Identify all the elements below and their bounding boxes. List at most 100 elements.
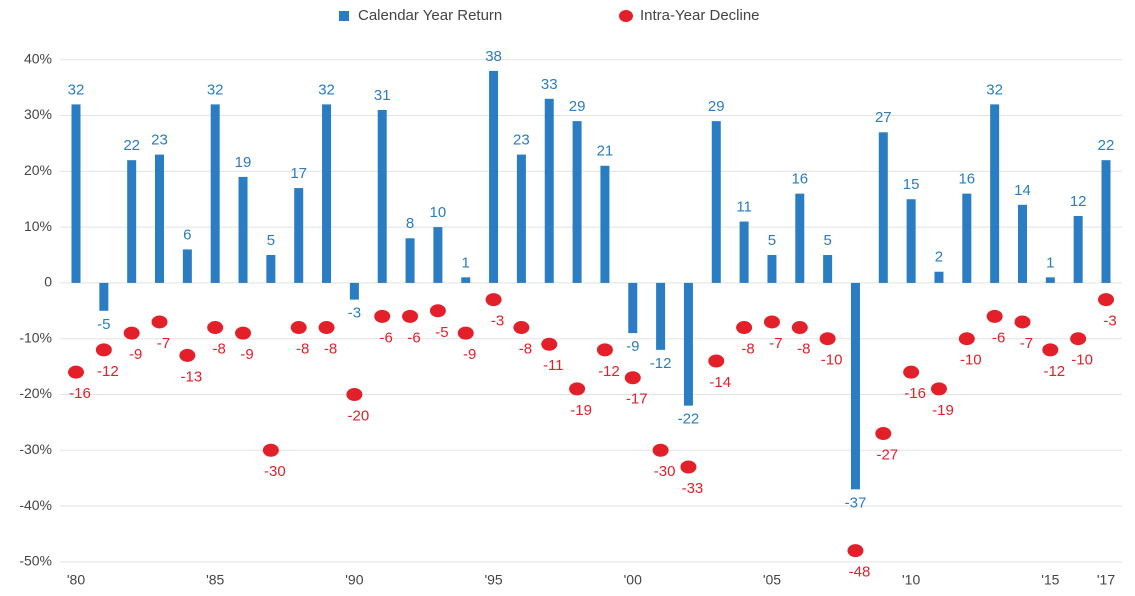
bar-value-label: 1 bbox=[1046, 254, 1054, 271]
x-tick-label: '00 bbox=[624, 572, 642, 588]
bar-value-label: 32 bbox=[68, 81, 85, 98]
bar bbox=[155, 154, 165, 283]
bar-value-label: 29 bbox=[708, 98, 725, 115]
bar-value-label: 15 bbox=[903, 176, 920, 193]
bar bbox=[322, 104, 332, 283]
dot bbox=[903, 365, 920, 379]
dot-value-label: -3 bbox=[491, 313, 504, 330]
bar-value-label: 12 bbox=[1070, 193, 1087, 210]
bar bbox=[990, 104, 1000, 283]
dot bbox=[736, 321, 753, 335]
bar bbox=[934, 271, 944, 283]
bar bbox=[266, 255, 276, 283]
dot-value-label: -7 bbox=[157, 335, 170, 352]
legend-label: Calendar Year Return bbox=[358, 7, 502, 24]
dot-value-label: -6 bbox=[380, 329, 393, 346]
bar-value-label: 27 bbox=[875, 109, 892, 126]
y-tick-label: 0 bbox=[44, 274, 52, 290]
legend-label: Intra-Year Decline bbox=[640, 7, 760, 24]
bar bbox=[1101, 160, 1111, 283]
bar bbox=[433, 227, 443, 283]
bar-value-label: -5 bbox=[97, 316, 110, 333]
y-tick-label: -30% bbox=[19, 441, 52, 457]
bar-value-label: -22 bbox=[678, 411, 700, 428]
dot-value-label: -9 bbox=[463, 346, 476, 363]
dot-value-label: -20 bbox=[348, 407, 370, 424]
bar bbox=[349, 282, 359, 300]
dot bbox=[123, 326, 140, 340]
bar-value-label: 21 bbox=[597, 143, 614, 160]
dot bbox=[819, 332, 836, 346]
bar bbox=[656, 282, 666, 350]
bar bbox=[628, 282, 638, 334]
bar-value-label: 33 bbox=[541, 76, 558, 93]
dot-value-label: -8 bbox=[213, 341, 226, 358]
dot-value-label: -30 bbox=[264, 463, 286, 480]
bar-value-label: 10 bbox=[430, 204, 447, 221]
dot-value-label: -30 bbox=[654, 463, 676, 480]
dot bbox=[847, 544, 864, 558]
dot bbox=[875, 427, 892, 441]
bar bbox=[516, 154, 526, 283]
dot bbox=[708, 354, 725, 368]
bar-value-label: 5 bbox=[823, 232, 831, 249]
dot-value-label: -14 bbox=[709, 374, 731, 391]
bar bbox=[294, 188, 304, 283]
bar-value-label: 2 bbox=[935, 249, 943, 266]
legend-swatch bbox=[339, 11, 349, 21]
bar-value-label: 5 bbox=[768, 232, 776, 249]
bar bbox=[99, 282, 109, 311]
dot-value-label: -27 bbox=[876, 447, 898, 464]
bar bbox=[600, 165, 610, 283]
bar bbox=[850, 282, 860, 490]
dot bbox=[346, 387, 363, 401]
bar-value-label: 31 bbox=[374, 87, 391, 104]
bar bbox=[683, 282, 693, 406]
bar bbox=[182, 249, 192, 283]
bar-value-label: 14 bbox=[1014, 182, 1031, 199]
y-tick-label: 30% bbox=[24, 106, 52, 122]
bar-value-label: 17 bbox=[290, 165, 307, 182]
bar bbox=[461, 277, 471, 283]
bar bbox=[544, 98, 554, 283]
bar-value-label: -37 bbox=[845, 494, 867, 511]
bar-value-label: 22 bbox=[1098, 137, 1115, 154]
dot-value-label: -12 bbox=[1043, 363, 1065, 380]
y-tick-label: 20% bbox=[24, 162, 52, 178]
bar bbox=[377, 109, 387, 283]
bar-value-label: -12 bbox=[650, 355, 672, 372]
bar bbox=[71, 104, 81, 283]
y-tick-label: 40% bbox=[24, 50, 52, 66]
bar-value-label: 22 bbox=[123, 137, 140, 154]
dot bbox=[569, 382, 586, 396]
dot-value-label: -10 bbox=[1071, 352, 1093, 369]
x-tick-label: '10 bbox=[902, 572, 920, 588]
dot bbox=[429, 304, 446, 318]
dot-value-label: -48 bbox=[849, 564, 871, 581]
dot bbox=[485, 293, 502, 307]
dot-value-label: -12 bbox=[97, 363, 119, 380]
dot-value-label: -7 bbox=[769, 335, 782, 352]
bar bbox=[739, 221, 749, 283]
dot-value-label: -16 bbox=[69, 385, 91, 402]
dot bbox=[930, 382, 947, 396]
dot bbox=[457, 326, 474, 340]
bar bbox=[405, 238, 415, 283]
legend-swatch bbox=[619, 10, 633, 22]
y-tick-label: -10% bbox=[19, 329, 52, 345]
dot-value-label: -8 bbox=[797, 341, 810, 358]
dot-value-label: -13 bbox=[181, 368, 203, 385]
dot bbox=[652, 443, 669, 457]
dot bbox=[207, 321, 224, 335]
bar bbox=[210, 104, 220, 283]
dot bbox=[68, 365, 84, 379]
y-tick-label: -40% bbox=[19, 497, 52, 513]
x-tick-label: '17 bbox=[1097, 572, 1115, 588]
bar bbox=[238, 176, 248, 283]
y-tick-label: -50% bbox=[19, 553, 52, 569]
dot bbox=[1098, 293, 1114, 307]
dot bbox=[1014, 315, 1031, 329]
dot bbox=[151, 315, 168, 329]
bar bbox=[906, 199, 916, 283]
